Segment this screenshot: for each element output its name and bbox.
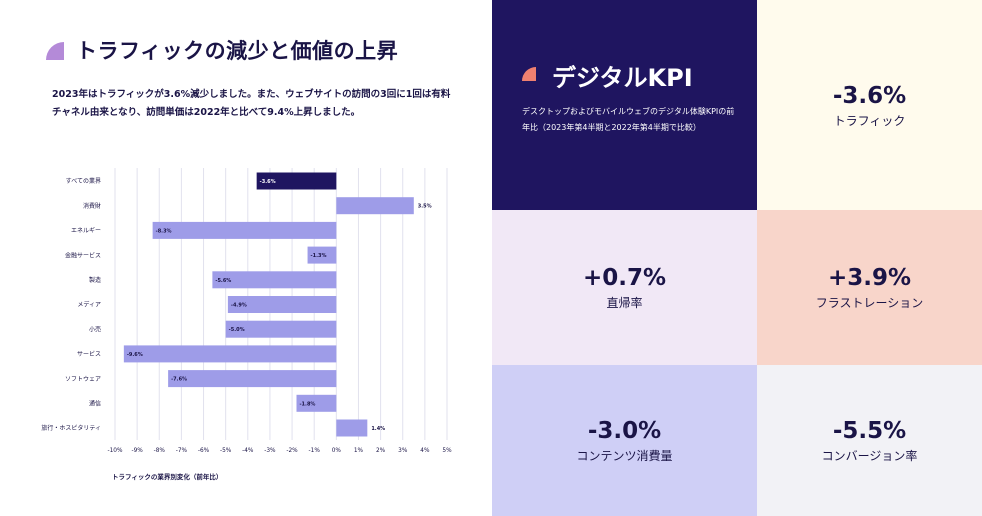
x-tick-label: -1%: [309, 448, 321, 454]
data-label: -1.3%: [311, 253, 327, 259]
x-tick-label: 2%: [376, 448, 386, 454]
bar: [307, 246, 337, 264]
kpi-label: 直帰率: [606, 296, 643, 310]
bar: [123, 345, 337, 363]
x-tick-label: 0%: [332, 448, 342, 454]
x-tick-label: -9%: [131, 448, 143, 454]
x-tick-label: -3%: [264, 448, 276, 454]
kpi-value: -3.0%: [587, 418, 662, 444]
data-label: -8.3%: [156, 228, 172, 234]
kpi-label: トラフィック: [833, 113, 906, 128]
traffic-section: トラフィックの減少と価値の上昇 2023年はトラフィックが3.6%減少しました。…: [41, 39, 452, 481]
section-description: 2023年はトラフィックが3.6%減少しました。また、ウェブサイトの訪問の3回に…: [52, 89, 451, 118]
data-label: 1.4%: [371, 426, 385, 432]
quarter-circle-icon: [522, 67, 536, 81]
data-label: -1.8%: [299, 401, 315, 407]
kpi-card-traffic: -3.6% トラフィック: [757, 0, 982, 210]
bar: [256, 172, 337, 190]
x-tick-label: 3%: [398, 448, 408, 454]
x-tick-label: -6%: [198, 448, 210, 454]
bar: [152, 221, 337, 239]
kpi-value: -5.5%: [832, 418, 907, 444]
kpi-label: フラストレーション: [815, 296, 924, 310]
kpi-hero-title: デジタルKPI: [552, 64, 693, 92]
kpi-label: コンテンツ消費量: [576, 449, 673, 463]
data-label: -5.6%: [215, 278, 231, 284]
category-label: 消費財: [83, 202, 101, 210]
data-label: -9.6%: [127, 352, 143, 358]
data-label: 3.5%: [418, 204, 432, 210]
kpi-value: -3.6%: [832, 82, 907, 109]
category-label: ソフトウェア: [65, 375, 101, 383]
bar: [336, 419, 368, 437]
bar: [336, 197, 414, 215]
category-label: 小売: [89, 325, 101, 333]
kpi-card-conversion-rate: -5.5% コンバージョン率: [757, 365, 982, 516]
data-label: -5.0%: [229, 327, 245, 333]
industry-traffic-chart: すべての業界 -3.6% 消費財 3.5% エネルギー -8.3% 金融サービス -1.3% 製…: [41, 168, 452, 454]
chart-x-axis-label: トラフィックの業界別変化（前年比）: [112, 473, 223, 481]
bar: [227, 296, 337, 313]
kpi-hero-description: デスクトップおよびモバイルウェブのデジタル体験KPIの前年比（2023年第4半期…: [522, 107, 735, 132]
category-label: 金融サービス: [65, 251, 101, 259]
bar: [168, 370, 337, 388]
x-tick-label: -8%: [154, 448, 166, 454]
x-tick-label: -7%: [176, 448, 188, 454]
category-label: エネルギー: [71, 228, 101, 235]
data-label: -3.6%: [260, 179, 276, 185]
kpi-hero-panel: デジタルKPI デスクトップおよびモバイルウェブのデジタル体験KPIの前年比（2…: [492, 0, 757, 210]
data-label: -4.9%: [231, 303, 247, 309]
kpi-card-frustration: +3.9% フラストレーション: [757, 210, 982, 365]
category-label: サービス: [77, 350, 101, 358]
x-tick-label: -5%: [220, 448, 232, 454]
x-tick-label: -2%: [286, 448, 298, 454]
section-title: トラフィックの減少と価値の上昇: [76, 39, 399, 63]
kpi-card-bounce-rate: +0.7% 直帰率: [492, 210, 757, 365]
category-label: 通信: [89, 400, 101, 408]
category-label: メディア: [77, 301, 101, 309]
x-tick-label: 1%: [354, 448, 364, 454]
x-tick-label: -4%: [242, 448, 254, 454]
bar: [225, 320, 337, 338]
category-label: すべての業界: [66, 177, 101, 185]
kpi-value: +3.9%: [827, 265, 912, 291]
x-tick-label: -10%: [108, 448, 123, 454]
kpi-label: コンバージョン率: [821, 449, 918, 463]
kpi-value: +0.7%: [582, 265, 667, 291]
x-tick-label: 5%: [442, 448, 452, 454]
x-tick-label: 4%: [420, 448, 430, 454]
kpi-card-content-consumption: -3.0% コンテンツ消費量: [492, 365, 757, 516]
data-label: -7.6%: [171, 377, 187, 383]
bar: [212, 271, 337, 289]
quarter-circle-icon: [46, 42, 64, 60]
bar: [296, 394, 337, 412]
category-label: 旅行・ホスピタリティ: [41, 424, 101, 432]
category-label: 製造: [89, 276, 101, 284]
